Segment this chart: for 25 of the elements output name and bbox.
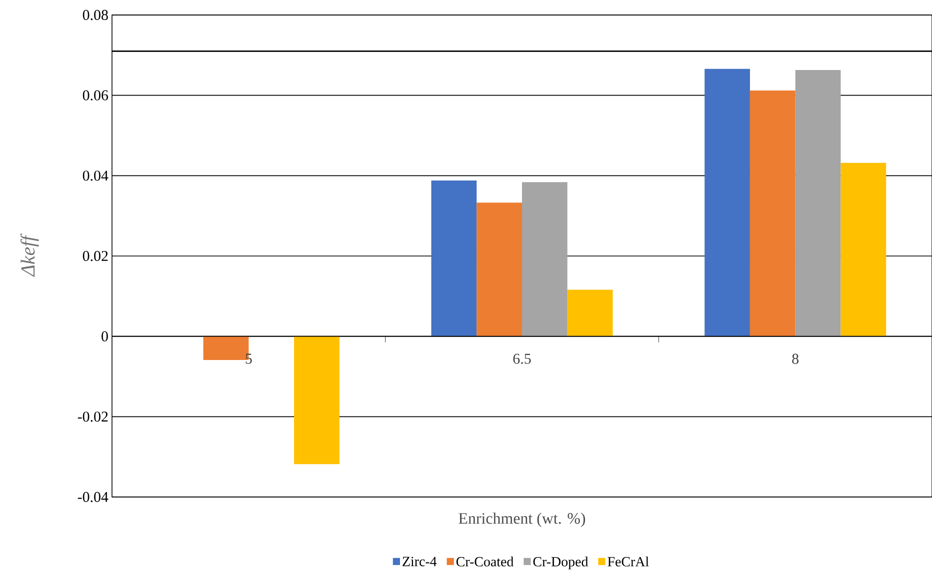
bar xyxy=(840,162,886,336)
bar xyxy=(750,90,796,336)
x-tick-label: 8 xyxy=(792,354,799,364)
y-tick-label: 0 xyxy=(102,331,108,342)
bar xyxy=(476,202,522,336)
legend-label: FeCrAl xyxy=(608,556,649,566)
legend-label: Cr-Doped xyxy=(533,556,588,570)
y-tick-label: 0.04 xyxy=(82,170,108,181)
bar xyxy=(294,336,340,464)
y-tick-label: 0.08 xyxy=(82,10,108,20)
y-tick-label: -0.04 xyxy=(78,492,108,502)
x-tick-label: 6.5 xyxy=(513,354,531,364)
y-tick-label: 0.02 xyxy=(82,250,108,262)
x-tick-label: 5 xyxy=(246,354,252,364)
bar xyxy=(795,70,841,336)
bar xyxy=(522,182,568,336)
legend-label: Cr-Coated xyxy=(456,556,514,566)
x-axis-title: Enrichment (wt. %) xyxy=(458,512,586,528)
y-tick-label: -0.02 xyxy=(78,412,108,422)
y-tick-label: 0.06 xyxy=(82,90,108,100)
bar xyxy=(431,180,477,336)
y-axis-title: Δkeff xyxy=(20,233,39,277)
bar xyxy=(567,290,613,336)
bar xyxy=(704,68,750,336)
legend-label: Zirc-4 xyxy=(402,556,437,566)
